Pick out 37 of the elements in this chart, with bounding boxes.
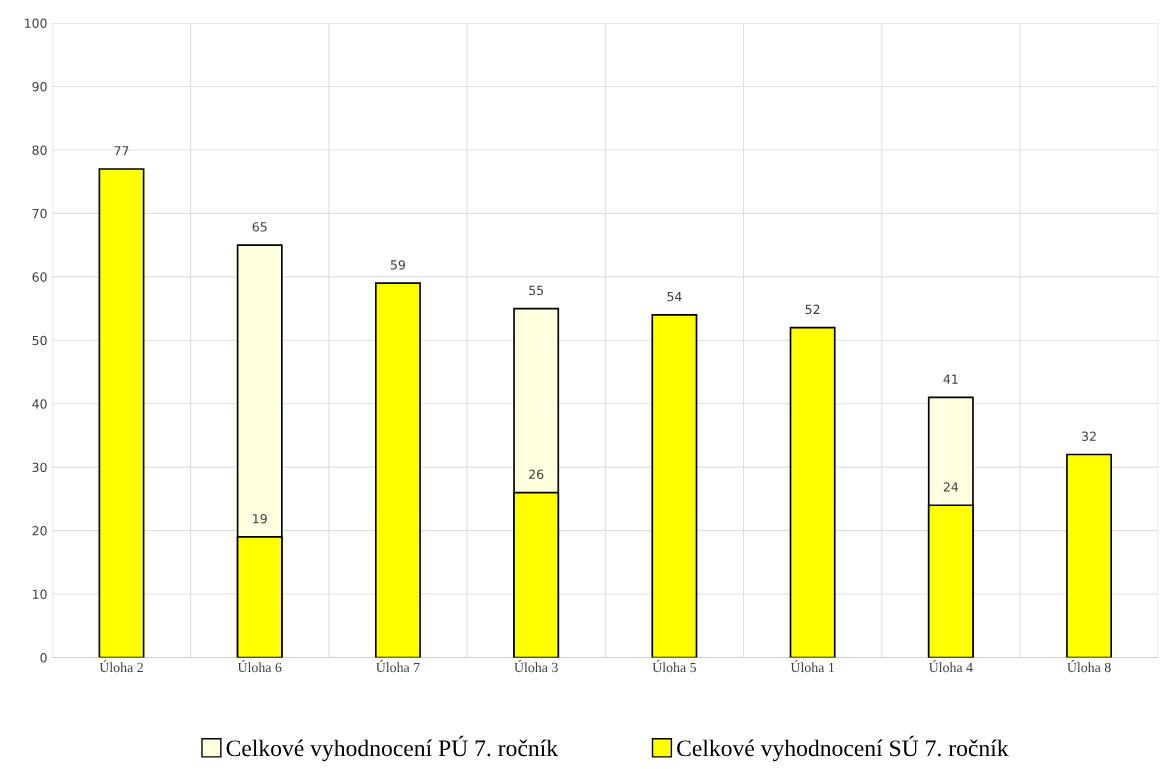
y-tick-label: 10 xyxy=(32,589,47,599)
x-tick-label: Úloha 5 xyxy=(652,660,697,673)
y-tick-label: 80 xyxy=(32,145,47,155)
x-tick-label: Úloha 7 xyxy=(376,660,420,673)
x-tick-label: Úloha 6 xyxy=(237,660,282,673)
bar xyxy=(1066,453,1113,658)
data-label: 32 xyxy=(1082,431,1096,441)
x-tick-label: Úloha 8 xyxy=(1067,660,1111,673)
data-label: 26 xyxy=(529,469,544,480)
y-tick-label: 20 xyxy=(32,526,47,536)
data-label: 55 xyxy=(529,285,544,296)
y-tick-label: 60 xyxy=(32,272,47,282)
x-tick-label: Úloha 1 xyxy=(790,660,834,673)
data-label: 52 xyxy=(805,304,820,315)
bar xyxy=(98,168,145,658)
y-tick-label: 40 xyxy=(32,399,47,409)
data-label: 54 xyxy=(667,292,682,302)
x-tick-label: Úloha 3 xyxy=(514,660,558,673)
data-label: 65 xyxy=(252,222,267,232)
legend-label: Celkové vyhodnocení PÚ 7. ročník xyxy=(226,735,559,762)
y-tick-label: 50 xyxy=(32,335,47,346)
x-tick-label: Úloha 2 xyxy=(99,660,143,673)
data-label: 77 xyxy=(114,146,129,156)
data-label: 59 xyxy=(390,260,406,270)
legend-label: Celkové vyhodnocení SÚ 7. ročník xyxy=(677,735,1009,762)
y-tick-label: 30 xyxy=(32,462,47,473)
bar xyxy=(789,326,836,658)
data-label: 41 xyxy=(943,374,958,384)
y-tick-label: 0 xyxy=(40,652,47,663)
y-tick-label: 70 xyxy=(32,208,47,219)
bar xyxy=(374,282,421,658)
bar xyxy=(651,314,698,658)
x-tick-label: Úloha 4 xyxy=(928,660,973,673)
y-tick-label: 100 xyxy=(25,18,47,28)
data-label: 24 xyxy=(943,482,959,492)
data-label: 19 xyxy=(253,513,267,524)
y-tick-label: 90 xyxy=(32,81,47,92)
